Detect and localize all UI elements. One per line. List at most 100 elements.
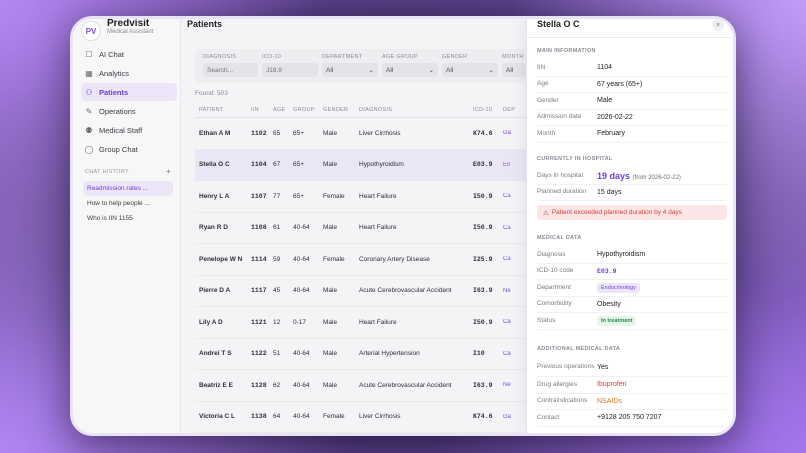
cell-gender: Female bbox=[323, 413, 345, 421]
cell-gender: Male bbox=[323, 224, 338, 232]
add-chat-button[interactable]: + bbox=[166, 167, 171, 176]
sidebar-item-medical-staff[interactable]: ⚉ Medical Staff bbox=[81, 121, 177, 139]
sidebar-item-ai-chat[interactable]: ☐ AI Chat bbox=[81, 45, 177, 63]
table-row[interactable]: Henry L A 1107 77 65+ Female Heart Failure I50… bbox=[195, 181, 635, 213]
status-badge: In treatment bbox=[597, 316, 637, 327]
field-value: 1104 bbox=[597, 64, 613, 72]
comorbidity-value: Obesity bbox=[597, 300, 621, 308]
table-row[interactable]: Ethan A M 1102 65 65+ Male Liver Cirrhosis K74… bbox=[195, 118, 635, 150]
sidebar-item-group-chat[interactable]: ◯ Group Chat bbox=[81, 140, 177, 158]
sidebar-item-patients[interactable]: ⚇ Patients bbox=[81, 83, 177, 101]
drug-allergies-value: Ibuprofen bbox=[597, 381, 627, 389]
cell-iin: 1114 bbox=[251, 255, 267, 263]
user-plus-icon: ⚉ bbox=[85, 125, 93, 135]
column-header[interactable]: IIN bbox=[251, 106, 259, 113]
filter-label: GENDER bbox=[442, 54, 468, 60]
cell-group: 40-64 bbox=[293, 255, 310, 263]
table-row[interactable]: Andrei T S 1122 51 40-64 Male Arterial Hypert… bbox=[195, 339, 635, 370]
field-key: Month bbox=[537, 129, 556, 137]
hospital-section: CURRENTLY IN HOSPITAL Days in hospital 1… bbox=[537, 156, 727, 220]
icd10-input[interactable] bbox=[262, 63, 318, 77]
chat-history-item[interactable]: Who is IIN 1155 bbox=[87, 215, 133, 222]
cell-iin: 1104 bbox=[251, 161, 267, 169]
filter-label: MONTH bbox=[502, 54, 524, 60]
table-row[interactable]: Ryan R D 1108 61 40-64 Male Heart Failure I50.… bbox=[195, 213, 635, 244]
filter-department: DEPARTMENT All ⌄ bbox=[322, 54, 378, 77]
cell-icd: I50.9 bbox=[473, 192, 493, 200]
results-count: Found: 503 bbox=[195, 90, 228, 97]
table-row[interactable]: Lily A D 1121 12 0-17 Male Heart Failure I50.9… bbox=[195, 307, 635, 339]
grid-icon: ▦ bbox=[85, 68, 93, 78]
month-select[interactable]: All bbox=[502, 63, 526, 77]
cell-dep: Ca bbox=[503, 350, 511, 357]
cell-dep: Ca bbox=[503, 319, 511, 326]
gender-select[interactable]: All ⌄ bbox=[442, 63, 498, 77]
comorbidity-row: Comorbidity Obesity bbox=[537, 297, 727, 313]
column-header[interactable]: DIAGNOSIS bbox=[359, 106, 393, 113]
cell-group: 0-17 bbox=[293, 318, 307, 326]
cell-age: 64 bbox=[273, 413, 281, 421]
table-row[interactable]: Penelope W N 1114 59 40-64 Female Coronary Ar… bbox=[195, 244, 635, 276]
cell-age: 12 bbox=[273, 318, 281, 326]
chat-history-item[interactable]: Readmission rates ... bbox=[83, 181, 173, 196]
chevron-down-icon: ⌄ bbox=[488, 67, 494, 74]
logo-icon: PV bbox=[81, 21, 101, 41]
column-header[interactable]: GROUP bbox=[293, 106, 315, 113]
cell-dep: Ca bbox=[503, 193, 511, 200]
cell-dep: En bbox=[503, 161, 511, 168]
info-row: Gender Male bbox=[537, 93, 727, 110]
select-value: All bbox=[326, 66, 334, 74]
status-row: Status In treatment bbox=[537, 313, 727, 330]
cell-age: 45 bbox=[273, 287, 281, 295]
close-icon[interactable]: × bbox=[712, 19, 724, 31]
table-row[interactable]: Pierre D A 1117 45 40-64 Male Acute Cerebrova… bbox=[195, 276, 635, 307]
table-header: PATIENT IIN AGE GROUP GENDER DIAGNOSIS ICD-10 D… bbox=[195, 102, 635, 118]
field-key: Department bbox=[537, 283, 571, 291]
table-row[interactable]: Beatriz E E 1128 62 40-64 Male Acute Cerebrov… bbox=[195, 370, 635, 402]
column-header[interactable]: PATIENT bbox=[199, 106, 224, 113]
column-header[interactable]: GENDER bbox=[323, 106, 349, 113]
cell-age: 59 bbox=[273, 255, 281, 263]
sidebar-nav: ☐ AI Chat ▦ Analytics ⚇ Patients ✎ Operations ⚉ M… bbox=[81, 45, 177, 159]
table-row[interactable]: Victoria C L 1138 64 40-64 Female Liver Cirrh… bbox=[195, 402, 635, 433]
cell-dep: Ca bbox=[503, 256, 511, 263]
icd-row: ICD-10 code E03.9 bbox=[537, 264, 727, 280]
column-header[interactable]: ICD-10 bbox=[473, 106, 493, 113]
cell-iin: 1121 bbox=[251, 318, 267, 326]
department-select[interactable]: All ⌄ bbox=[322, 63, 378, 77]
cell-group: 40-64 bbox=[293, 224, 310, 232]
cell-gender: Male bbox=[323, 350, 338, 358]
cell-group: 40-64 bbox=[293, 350, 310, 358]
field-value: 67 years (65+) bbox=[597, 80, 643, 88]
chat-history-item[interactable]: How to help people ... bbox=[87, 200, 150, 207]
filter-month: MONTH All bbox=[502, 54, 526, 77]
planned-duration-value: 15 days bbox=[597, 188, 622, 196]
age-group-select[interactable]: All ⌄ bbox=[382, 63, 438, 77]
sidebar-item-operations[interactable]: ✎ Operations bbox=[81, 102, 177, 120]
cell-gender: Male bbox=[323, 381, 338, 389]
brand-name: Predvisit bbox=[107, 18, 150, 29]
field-key: Admission date bbox=[537, 113, 582, 121]
cell-diagnosis: Acute Cerebrovascular Accident bbox=[359, 381, 452, 389]
sidebar-item-analytics[interactable]: ▦ Analytics bbox=[81, 64, 177, 82]
cell-icd: I10 bbox=[473, 350, 485, 358]
filter-label: ICD-10 bbox=[262, 54, 282, 60]
column-header[interactable]: AGE bbox=[273, 106, 286, 113]
cell-dep: Ga bbox=[503, 413, 512, 420]
column-header[interactable]: DEP bbox=[503, 106, 516, 113]
cell-icd: I50.9 bbox=[473, 318, 493, 326]
diagnosis-search-input[interactable] bbox=[203, 63, 258, 77]
section-title: MAIN INFORMATION bbox=[537, 48, 596, 54]
select-value: All bbox=[446, 66, 454, 74]
field-value: February bbox=[597, 130, 626, 138]
chat-history-list: Readmission rates ... How to help people … bbox=[83, 181, 173, 226]
drug-allergies-row: Drug allergies Ibuprofen bbox=[537, 377, 727, 394]
cell-gender: Male bbox=[323, 287, 338, 295]
cell-iin: 1108 bbox=[251, 224, 267, 232]
filter-icd10: ICD-10 bbox=[262, 54, 318, 77]
field-key: ICD-10 code bbox=[537, 267, 574, 275]
cell-icd: K74.6 bbox=[473, 129, 493, 137]
sidebar-item-label: AI Chat bbox=[99, 49, 125, 59]
sidebar-item-label: Group Chat bbox=[99, 144, 138, 154]
cell-iin: 1107 bbox=[251, 192, 267, 200]
